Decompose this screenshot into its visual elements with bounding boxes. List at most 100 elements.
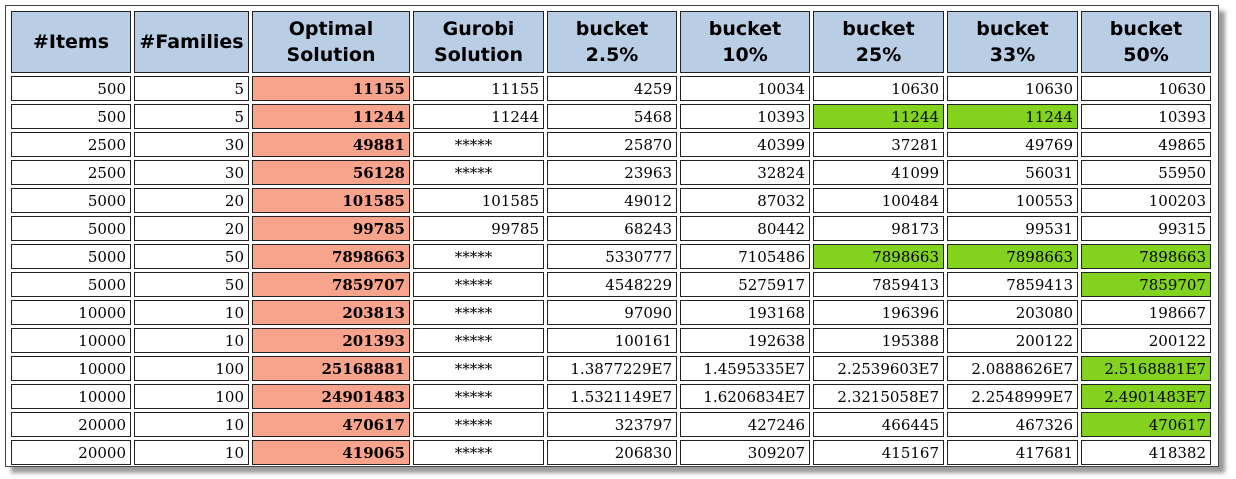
- cell-bucket-25: 415167: [813, 440, 944, 465]
- header-bucket-25: bucket 25%: [813, 11, 944, 73]
- cell-bucket-33: 2.2548999E7: [947, 384, 1078, 409]
- cell-optimal-solution: 56128: [252, 160, 410, 185]
- table-row: 10000 10 201393 ***** 100161 192638 195388 2001…: [11, 328, 1211, 353]
- cell-bucket-2-5: 97090: [547, 300, 677, 325]
- cell-bucket-33: 49769: [947, 132, 1078, 157]
- table-row: 500 5 11155 11155 4259 10034 10630 10630 10630: [11, 76, 1211, 101]
- header-items: #Items: [11, 11, 131, 73]
- cell-gurobi-solution: *****: [413, 356, 544, 381]
- header-row: #Items #Families Optimal Solution Gurobi…: [11, 11, 1211, 73]
- cell-bucket-50: 49865: [1081, 132, 1211, 157]
- cell-bucket-50: 10393: [1081, 104, 1211, 129]
- cell-bucket-25: 11244: [813, 104, 944, 129]
- cell-bucket-10: 1.6206834E7: [680, 384, 810, 409]
- cell-gurobi-solution: *****: [413, 384, 544, 409]
- cell-gurobi-solution: *****: [413, 244, 544, 269]
- cell-gurobi-solution: 99785: [413, 216, 544, 241]
- cell-bucket-25: 2.3215058E7: [813, 384, 944, 409]
- results-table: #Items #Families Optimal Solution Gurobi…: [8, 8, 1214, 468]
- cell-items: 10000: [11, 328, 131, 353]
- cell-optimal-solution: 11155: [252, 76, 410, 101]
- header-bucket-2-5: bucket 2.5%: [547, 11, 677, 73]
- cell-items: 5000: [11, 244, 131, 269]
- cell-bucket-2-5: 100161: [547, 328, 677, 353]
- cell-bucket-50: 2.4901483E7: [1081, 384, 1211, 409]
- cell-bucket-2-5: 323797: [547, 412, 677, 437]
- cell-bucket-33: 99531: [947, 216, 1078, 241]
- cell-optimal-solution: 419065: [252, 440, 410, 465]
- cell-gurobi-solution: *****: [413, 440, 544, 465]
- table-row: 10000 10 203813 ***** 97090 193168 196396 20308…: [11, 300, 1211, 325]
- cell-families: 20: [134, 188, 249, 213]
- cell-families: 5: [134, 104, 249, 129]
- cell-optimal-solution: 24901483: [252, 384, 410, 409]
- cell-bucket-25: 100484: [813, 188, 944, 213]
- cell-bucket-50: 470617: [1081, 412, 1211, 437]
- cell-optimal-solution: 101585: [252, 188, 410, 213]
- cell-families: 100: [134, 384, 249, 409]
- cell-bucket-25: 466445: [813, 412, 944, 437]
- header-bucket-10: bucket 10%: [680, 11, 810, 73]
- results-table-frame: #Items #Families Optimal Solution Gurobi…: [5, 5, 1219, 467]
- cell-items: 5000: [11, 216, 131, 241]
- cell-bucket-2-5: 206830: [547, 440, 677, 465]
- cell-optimal-solution: 25168881: [252, 356, 410, 381]
- table-row: 10000 100 25168881 ***** 1.3877229E7 1.459533…: [11, 356, 1211, 381]
- cell-bucket-2-5: 68243: [547, 216, 677, 241]
- cell-bucket-33: 100553: [947, 188, 1078, 213]
- table-row: 5000 20 99785 99785 68243 80442 98173 99531 9931…: [11, 216, 1211, 241]
- cell-bucket-2-5: 23963: [547, 160, 677, 185]
- cell-bucket-33: 10630: [947, 76, 1078, 101]
- cell-optimal-solution: 99785: [252, 216, 410, 241]
- cell-families: 30: [134, 160, 249, 185]
- cell-bucket-25: 7859413: [813, 272, 944, 297]
- cell-bucket-10: 5275917: [680, 272, 810, 297]
- cell-families: 10: [134, 300, 249, 325]
- cell-bucket-33: 417681: [947, 440, 1078, 465]
- cell-bucket-33: 2.0888626E7: [947, 356, 1078, 381]
- cell-items: 10000: [11, 300, 131, 325]
- cell-items: 500: [11, 76, 131, 101]
- table-row: 20000 10 419065 ***** 206830 309207 415167 4176…: [11, 440, 1211, 465]
- cell-bucket-50: 100203: [1081, 188, 1211, 213]
- cell-bucket-10: 7105486: [680, 244, 810, 269]
- cell-bucket-2-5: 49012: [547, 188, 677, 213]
- cell-items: 5000: [11, 272, 131, 297]
- cell-optimal-solution: 203813: [252, 300, 410, 325]
- header-optimal-solution: Optimal Solution: [252, 11, 410, 73]
- cell-gurobi-solution: *****: [413, 328, 544, 353]
- cell-families: 10: [134, 412, 249, 437]
- cell-bucket-25: 7898663: [813, 244, 944, 269]
- cell-bucket-10: 427246: [680, 412, 810, 437]
- cell-bucket-10: 309207: [680, 440, 810, 465]
- cell-bucket-50: 55950: [1081, 160, 1211, 185]
- header-bucket-50: bucket 50%: [1081, 11, 1211, 73]
- cell-items: 5000: [11, 188, 131, 213]
- cell-optimal-solution: 11244: [252, 104, 410, 129]
- cell-families: 10: [134, 328, 249, 353]
- cell-items: 10000: [11, 384, 131, 409]
- cell-bucket-25: 195388: [813, 328, 944, 353]
- cell-items: 20000: [11, 412, 131, 437]
- cell-bucket-10: 80442: [680, 216, 810, 241]
- cell-bucket-2-5: 5468: [547, 104, 677, 129]
- table-body: 500 5 11155 11155 4259 10034 10630 10630 10630 50…: [11, 76, 1211, 465]
- cell-bucket-2-5: 25870: [547, 132, 677, 157]
- cell-bucket-50: 10630: [1081, 76, 1211, 101]
- cell-bucket-33: 7898663: [947, 244, 1078, 269]
- table-row: 2500 30 49881 ***** 25870 40399 37281 49769 4986…: [11, 132, 1211, 157]
- cell-items: 2500: [11, 132, 131, 157]
- cell-bucket-33: 11244: [947, 104, 1078, 129]
- cell-families: 20: [134, 216, 249, 241]
- header-gurobi-solution: Gurobi Solution: [413, 11, 544, 73]
- cell-gurobi-solution: *****: [413, 160, 544, 185]
- cell-bucket-25: 41099: [813, 160, 944, 185]
- cell-gurobi-solution: *****: [413, 272, 544, 297]
- cell-gurobi-solution: *****: [413, 132, 544, 157]
- cell-bucket-2-5: 4548229: [547, 272, 677, 297]
- cell-items: 20000: [11, 440, 131, 465]
- cell-gurobi-solution: *****: [413, 412, 544, 437]
- cell-bucket-25: 37281: [813, 132, 944, 157]
- cell-bucket-33: 56031: [947, 160, 1078, 185]
- cell-items: 10000: [11, 356, 131, 381]
